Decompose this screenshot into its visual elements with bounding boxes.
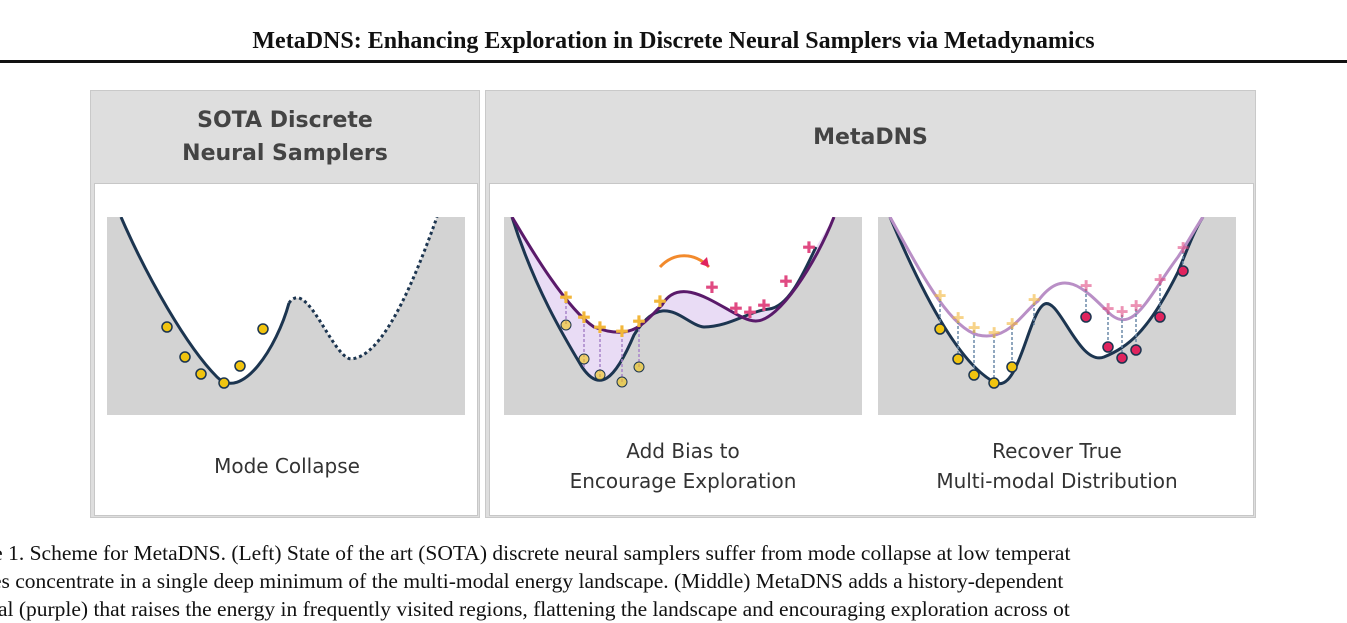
mode-collapse-label: Mode Collapse xyxy=(214,454,360,478)
sample-point xyxy=(968,369,980,381)
recover-distribution-label-line1: Recover True xyxy=(992,439,1122,463)
bias-cross-marker: ✚ xyxy=(615,322,628,341)
sample-point xyxy=(1154,311,1166,323)
bias-cross-marker: ✚ xyxy=(1177,239,1190,257)
paper-title: MetaDNS: Enhancing Exploration in Discre… xyxy=(252,28,1095,54)
panel-metadns: MetaDNS xyxy=(485,90,1256,518)
add-bias-label-line2: Encourage Exploration xyxy=(569,469,797,493)
sample-point xyxy=(1130,344,1142,356)
caption-line1: re 1. Scheme for MetaDNS. (Left) State o… xyxy=(0,541,1071,565)
above-curve-region xyxy=(504,217,862,333)
sample-point xyxy=(952,353,964,365)
bias-cross-marker: ✚ xyxy=(952,309,965,327)
add-bias-label-line1: Add Bias to xyxy=(626,439,740,463)
sample-point xyxy=(560,319,572,331)
bias-cross-marker: ✚ xyxy=(1006,315,1019,333)
panel-sota: SOTA Discrete Neural Samplers Mode Colla… xyxy=(90,90,480,518)
sample-point xyxy=(195,368,207,380)
biased-energy-curve xyxy=(510,217,836,334)
above-curve-region xyxy=(107,217,465,384)
bias-cross-marker: ✚ xyxy=(757,296,770,315)
bias-fill xyxy=(512,217,834,381)
caption-line2: les concentrate in a single deep minimum… xyxy=(0,569,1064,593)
bias-cross-marker: ✚ xyxy=(559,288,572,307)
title-rule xyxy=(0,60,1347,63)
bias-cross-marker: ✚ xyxy=(1028,291,1041,309)
energy-curve xyxy=(119,217,291,385)
bias-cross-marker: ✚ xyxy=(743,303,756,322)
bias-cross-marker: ✚ xyxy=(653,292,666,311)
add-bias-label: Add Bias to Encourage Exploration xyxy=(504,436,862,496)
panel-metadns-body: ✚ ✚ ✚ ✚ ✚ ✚ ✚ ✚ ✚ ✚ ✚ ✚ Add Bias to Enco… xyxy=(489,183,1254,516)
sample-point xyxy=(594,369,606,381)
sample-point xyxy=(218,377,230,389)
sample-point xyxy=(934,323,946,335)
figure-caption: re 1. Scheme for MetaDNS. (Left) State o… xyxy=(0,539,1347,623)
panel-sota-heading-line2: Neural Samplers xyxy=(182,141,388,166)
recover-distribution-label-line2: Multi-modal Distribution xyxy=(936,469,1178,493)
bias-cross-marker: ✚ xyxy=(632,312,645,331)
bias-cross-marker: ✚ xyxy=(1154,271,1167,289)
unexplored-curve-dotted xyxy=(287,217,439,361)
panel-sota-heading-line1: SOTA Discrete xyxy=(197,108,373,133)
sample-point xyxy=(578,353,590,365)
bias-cross-marker: ✚ xyxy=(705,278,718,297)
bias-cross-marker: ✚ xyxy=(1102,300,1115,318)
sample-point xyxy=(1102,341,1114,353)
bias-cross-marker: ✚ xyxy=(577,308,590,327)
recovered-curve xyxy=(888,217,1205,338)
energy-curve xyxy=(510,217,818,382)
add-bias-plot: ✚ ✚ ✚ ✚ ✚ ✚ ✚ ✚ ✚ ✚ ✚ ✚ xyxy=(504,217,862,415)
sample-point xyxy=(1080,311,1092,323)
bias-cross-marker: ✚ xyxy=(1130,297,1143,315)
recover-distribution-plot: ✚ ✚ ✚ ✚ ✚ ✚ ✚ ✚ ✚ ✚ ✚ ✚ xyxy=(878,217,1236,415)
sample-point xyxy=(234,360,246,372)
sample-point xyxy=(257,323,269,335)
bias-cross-marker: ✚ xyxy=(593,318,606,337)
sample-point xyxy=(161,321,173,333)
panel-sota-heading: SOTA Discrete Neural Samplers xyxy=(91,91,479,183)
bias-cross-marker: ✚ xyxy=(1080,277,1093,295)
sample-point xyxy=(1006,361,1018,373)
sample-point xyxy=(988,377,1000,389)
sample-point xyxy=(616,376,628,388)
panel-sota-body: Mode Collapse xyxy=(94,183,478,516)
bias-cross-marker: ✚ xyxy=(802,238,815,257)
sample-point xyxy=(1177,265,1189,277)
energy-curve xyxy=(888,217,1205,385)
sample-point xyxy=(179,351,191,363)
above-curve-region xyxy=(878,217,1236,384)
panel-metadns-heading: MetaDNS xyxy=(813,124,928,150)
bias-cross-marker: ✚ xyxy=(729,299,742,318)
bias-cross-marker: ✚ xyxy=(1116,303,1129,321)
bias-cross-marker: ✚ xyxy=(934,287,947,305)
sample-point xyxy=(1116,352,1128,364)
caption-line3: tial (purple) that raises the energy in … xyxy=(0,597,1070,621)
bias-cross-marker: ✚ xyxy=(988,324,1001,342)
bias-cross-marker: ✚ xyxy=(968,319,981,337)
mode-collapse-plot xyxy=(107,217,465,415)
recover-distribution-label: Recover True Multi-modal Distribution xyxy=(878,436,1236,496)
bias-cross-marker: ✚ xyxy=(779,272,792,291)
exploration-arrowhead xyxy=(700,257,709,267)
sample-point xyxy=(633,361,645,373)
